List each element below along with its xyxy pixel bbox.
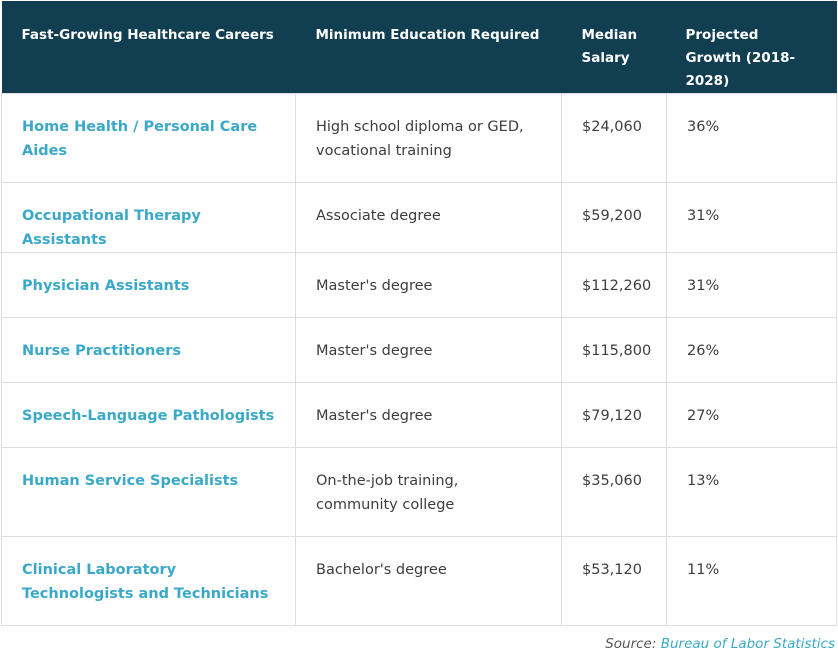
table-row: Nurse Practitioners Master's degree $115… (1, 317, 837, 383)
education-cell: Master's degree (295, 382, 562, 448)
education-cell: Master's degree (295, 252, 562, 318)
salary-cell: $35,060 (561, 447, 667, 537)
growth-cell: 27% (666, 382, 837, 448)
table-row: Clinical Laboratory Technologists and Te… (1, 536, 837, 626)
career-link[interactable]: Home Health / Personal Care Aides (1, 93, 296, 183)
careers-table-container: Fast-Growing Healthcare Careers Minimum … (1, 1, 837, 626)
careers-table: Fast-Growing Healthcare Careers Minimum … (1, 1, 837, 626)
growth-cell: 36% (666, 93, 837, 183)
source-link[interactable]: Bureau of Labor Statistics (660, 636, 835, 652)
salary-cell: $112,260 (561, 252, 667, 318)
table-row: Speech-Language Pathologists Master's de… (1, 382, 837, 448)
table-header: Fast-Growing Healthcare Careers Minimum … (1, 1, 837, 94)
education-cell: On-the-job training, community college (295, 447, 562, 537)
growth-cell: 26% (666, 317, 837, 383)
education-cell: Master's degree (295, 317, 562, 383)
education-cell: Bachelor's degree (295, 536, 562, 626)
header-career: Fast-Growing Healthcare Careers (1, 1, 296, 94)
table-row: Human Service Specialists On-the-job tra… (1, 447, 837, 537)
career-link[interactable]: Nurse Practitioners (1, 317, 296, 383)
growth-cell: 31% (666, 182, 837, 253)
table-row: Occupational Therapy Assistants Associat… (1, 182, 837, 253)
header-salary: Median Salary (561, 1, 667, 94)
header-education: Minimum Education Required (295, 1, 562, 94)
growth-cell: 11% (666, 536, 837, 626)
table-row: Home Health / Personal Care Aides High s… (1, 93, 837, 183)
salary-cell: $53,120 (561, 536, 667, 626)
table-row: Physician Assistants Master's degree $11… (1, 252, 837, 318)
career-link[interactable]: Clinical Laboratory Technologists and Te… (1, 536, 296, 626)
career-link[interactable]: Occupational Therapy Assistants (1, 182, 296, 253)
career-link[interactable]: Speech-Language Pathologists (1, 382, 296, 448)
growth-cell: 13% (666, 447, 837, 537)
education-cell: Associate degree (295, 182, 562, 253)
salary-cell: $59,200 (561, 182, 667, 253)
salary-cell: $115,800 (561, 317, 667, 383)
salary-cell: $79,120 (561, 382, 667, 448)
source-caption: Source: Bureau of Labor Statistics (605, 636, 835, 652)
source-prefix: Source: (605, 636, 657, 652)
header-growth: Projected Growth (2018-2028) (666, 1, 837, 94)
table-body: Home Health / Personal Care Aides High s… (1, 93, 837, 626)
career-link[interactable]: Physician Assistants (1, 252, 296, 318)
career-link[interactable]: Human Service Specialists (1, 447, 296, 537)
education-cell: High school diploma or GED, vocational t… (295, 93, 562, 183)
growth-cell: 31% (666, 252, 837, 318)
salary-cell: $24,060 (561, 93, 667, 183)
